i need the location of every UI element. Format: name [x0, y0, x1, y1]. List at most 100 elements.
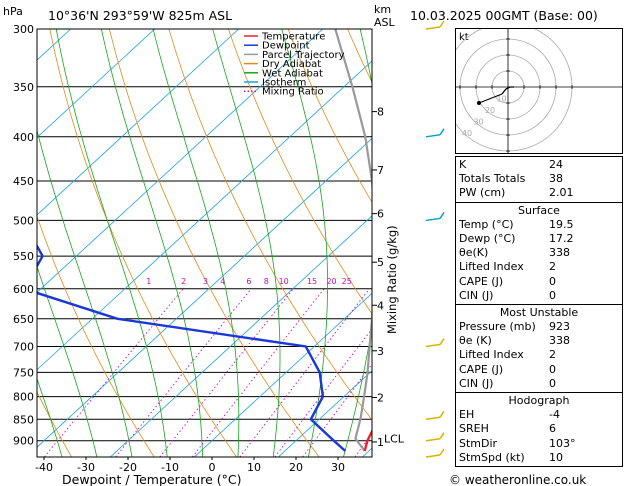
- stat-value: 2: [549, 260, 556, 274]
- km-tick-label: 4: [377, 299, 384, 312]
- pressure-tick-label: 450: [13, 175, 34, 188]
- km-tick-label: 1: [377, 436, 384, 449]
- stat-row: StmSpd (kt) 10: [459, 451, 619, 465]
- x-tick-label: -20: [119, 461, 137, 474]
- isotherm-line: [37, 60, 372, 371]
- pressure-tick-label: 600: [13, 283, 34, 296]
- legend-label: Isotherm: [262, 78, 306, 89]
- stat-row: Pressure (mb) 923: [459, 320, 619, 334]
- mixing-ratio-line: [159, 288, 294, 457]
- stat-value: 10: [549, 450, 563, 464]
- km-tick-label: 7: [377, 164, 384, 177]
- wet-adiabat-line: [152, 29, 240, 457]
- surface-box: Surface Temp (°C) 19.5 Dewp (°C) 17.2 θe(K) 3…: [455, 201, 623, 305]
- stat-row: StmDir 103°: [459, 437, 619, 451]
- wind-barbs: [425, 20, 445, 458]
- km-tick-label: 8: [377, 106, 384, 119]
- stat-row: θe(K) 338: [459, 246, 619, 260]
- stat-label: Lifted Index: [459, 260, 524, 274]
- wind-barb: [425, 410, 445, 421]
- isotherm-line: [37, 29, 323, 293]
- stat-label: θe (K): [459, 334, 492, 348]
- x-axis-label: Dewpoint / Temperature (°C): [62, 472, 241, 486]
- axes: 300350400450500550600650700750800850900-…: [13, 23, 405, 474]
- isotherm-line: [110, 215, 372, 457]
- stat-label: Temp (°C): [459, 217, 514, 231]
- stat-row: Totals Totals 38: [459, 172, 619, 186]
- wind-barb: [425, 432, 445, 442]
- pressure-tick-label: 400: [13, 131, 34, 144]
- copyright: © weatheronline.co.uk: [449, 473, 586, 486]
- mixing-ratio-label: 25: [342, 277, 352, 286]
- hodograph-stats-title: Hodograph: [508, 394, 570, 407]
- legend-label: Temperature: [261, 32, 325, 43]
- stat-value: 2.01: [549, 186, 574, 200]
- stat-row: CAPE (J) 0: [459, 275, 619, 289]
- pressure-tick-label: 850: [13, 413, 34, 426]
- legend-label: Dry Adiabat: [262, 59, 321, 70]
- stat-row: K 24: [459, 158, 619, 172]
- stat-row: Lifted Index 2: [459, 348, 619, 362]
- mixing-ratio-line: [239, 288, 370, 457]
- hodograph-ring-label: 20: [485, 106, 495, 115]
- wet-adiabat-line: [55, 29, 168, 457]
- stat-value: 338: [549, 246, 570, 260]
- stat-row: Lifted Index 2: [459, 260, 619, 274]
- wet-adiabat-line: [37, 265, 98, 457]
- mixing-ratio-line: [115, 288, 252, 457]
- stat-value: 338: [549, 334, 570, 348]
- mixing-ratio-line: [191, 288, 325, 457]
- pressure-tick-label: 750: [13, 366, 34, 379]
- km-label: km: [374, 3, 391, 16]
- stat-label: θe(K): [459, 246, 489, 260]
- stat-row: CIN (J) 0: [459, 289, 619, 303]
- pressure-tick-label: 550: [13, 250, 34, 263]
- asl-label: ASL: [374, 16, 396, 29]
- indices-box: K 24 Totals Totals 38 PW (cm) 2.01: [455, 156, 623, 203]
- hodograph-panel: kt 10 20 30 40: [455, 28, 623, 154]
- stat-value: 6: [549, 422, 556, 436]
- hodograph-ring-label: 10: [496, 95, 506, 104]
- hodograph-ring: [456, 29, 573, 152]
- wind-barb: [425, 212, 445, 222]
- hodograph-stats-box: Hodograph EH -4 SREH 6 StmDir 103° StmSpd (kt)…: [455, 392, 623, 467]
- stat-row: θe (K) 338: [459, 334, 619, 348]
- stat-row: EH -4: [459, 408, 619, 422]
- stat-label: Pressure (mb): [459, 320, 536, 334]
- stat-row: Dewp (°C) 17.2: [459, 232, 619, 246]
- x-tick-label: 20: [289, 461, 303, 474]
- lcl-label: LCL: [384, 433, 405, 446]
- x-tick-label: 0: [209, 461, 216, 474]
- stat-label: CIN (J): [459, 376, 494, 390]
- stat-value: 0: [549, 376, 556, 390]
- stat-label: Totals Totals: [459, 172, 526, 186]
- dry-adiabat-line: [287, 29, 372, 204]
- stat-value: 2: [549, 348, 556, 362]
- most-unstable-title: Most Unstable: [499, 305, 579, 319]
- isotherm-line: [37, 29, 71, 61]
- stat-value: 923: [549, 320, 570, 334]
- pressure-tick-label: 700: [13, 341, 34, 354]
- pressure-tick-label: 350: [13, 81, 34, 94]
- surface-title: Surface: [518, 203, 560, 217]
- legend-label: Parcel Trajectory: [262, 50, 345, 61]
- isotherm-line: [37, 137, 372, 448]
- stat-row: SREH 6: [459, 422, 619, 436]
- stat-label: K: [459, 158, 467, 171]
- stat-row: PW (cm) 2.01: [459, 186, 619, 200]
- dry-adiabat-line: [49, 29, 237, 457]
- hodograph-ring-label: 40: [462, 129, 472, 138]
- mixing-ratio-label: 20: [326, 277, 336, 286]
- pressure-tick-label: 900: [13, 435, 34, 448]
- x-tick-label: 10: [247, 461, 261, 474]
- stat-label: CAPE (J): [459, 274, 504, 288]
- stat-value: 103°: [549, 436, 576, 450]
- mixing-ratio-axis-label: Mixing Ratio (g/kg): [385, 225, 399, 334]
- stat-row: Temp (°C) 19.5: [459, 218, 619, 232]
- stat-label: PW (cm): [459, 186, 506, 200]
- stat-value: -4: [549, 408, 560, 422]
- mixing-ratio-label: 15: [307, 277, 317, 286]
- stat-label: CIN (J): [459, 288, 494, 302]
